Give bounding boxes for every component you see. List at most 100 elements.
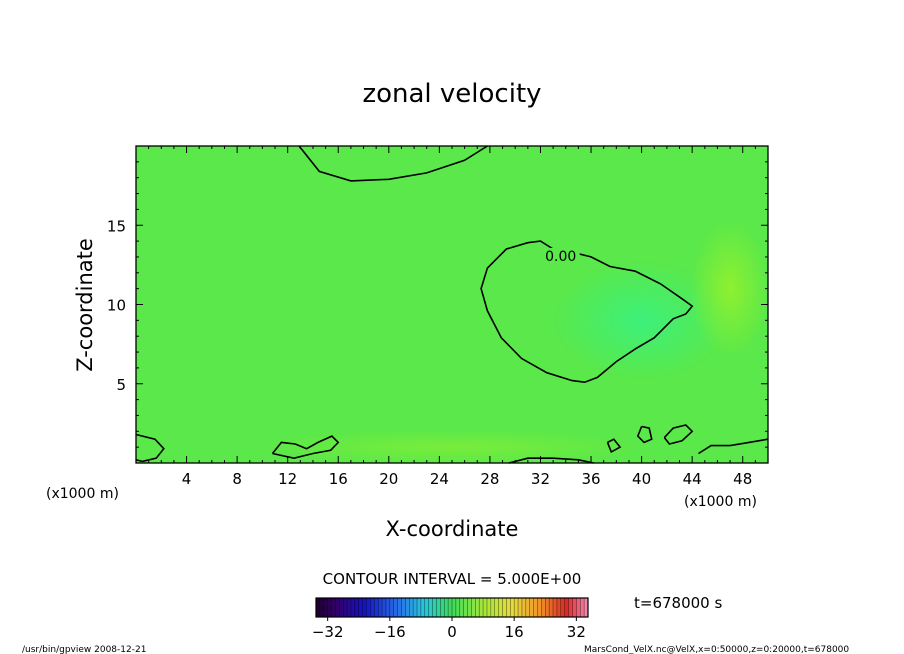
colorbar-band bbox=[358, 598, 363, 617]
contour-label-bg bbox=[541, 247, 580, 263]
colorbar-band bbox=[560, 598, 565, 617]
footer-left: /usr/bin/gpview 2008-12-21 bbox=[22, 645, 146, 654]
colorbar-band bbox=[354, 598, 360, 617]
x-axis: 4 8 12 16 20 24 28 32 36 40 44 48 bbox=[148, 146, 756, 488]
colorbar-band bbox=[537, 598, 542, 617]
colorbar-band bbox=[413, 598, 418, 617]
colorbar-band bbox=[374, 598, 379, 617]
shade-bottom bbox=[252, 429, 652, 466]
colorbar-band bbox=[323, 598, 328, 617]
contour-right bbox=[480, 240, 694, 384]
colorbar-band bbox=[362, 598, 367, 617]
contour-lines: 0.00 bbox=[135, 145, 769, 464]
contour-bottom-mid bbox=[508, 457, 594, 464]
x-tick-label: 4 bbox=[182, 470, 192, 488]
colorbar-band bbox=[385, 598, 391, 617]
colorbar-band bbox=[545, 598, 550, 617]
colorbar-band bbox=[479, 598, 484, 617]
colorbar-band bbox=[471, 598, 476, 617]
contour-bottom-left-2 bbox=[271, 435, 340, 460]
colorbar-band bbox=[486, 598, 492, 617]
colorbar-band bbox=[335, 598, 340, 617]
colorbar-band bbox=[553, 598, 558, 617]
y-axis: 5 10 15 bbox=[107, 161, 768, 448]
colorbar-band bbox=[498, 598, 503, 617]
colorbar-band bbox=[397, 598, 402, 617]
colorbar bbox=[315, 597, 589, 618]
x-tick-label: 20 bbox=[379, 470, 398, 488]
colorbar-band bbox=[382, 598, 387, 617]
contour-bottom-right bbox=[698, 438, 769, 455]
colorbar-band bbox=[389, 598, 395, 617]
contour-interval-label: CONTOUR INTERVAL = 5.000E+00 bbox=[323, 570, 582, 588]
colorbar-band bbox=[366, 598, 371, 617]
colorbar-band bbox=[428, 598, 433, 617]
colorbar-band bbox=[506, 598, 511, 617]
colorbar-band bbox=[533, 598, 538, 617]
colorbar-band bbox=[401, 598, 406, 617]
colorbar-band bbox=[409, 598, 414, 617]
colorbar-band bbox=[319, 598, 325, 617]
time-label: t=678000 s bbox=[634, 594, 722, 612]
colorbar-band bbox=[459, 598, 464, 617]
x-tick-label: 48 bbox=[733, 470, 752, 488]
colorbar-band bbox=[494, 598, 499, 617]
colorbar-band bbox=[490, 598, 496, 617]
colorbar-tick-label: −16 bbox=[374, 623, 406, 641]
colorbar-band bbox=[378, 598, 383, 617]
contour-upper bbox=[298, 145, 488, 182]
colorbar-band bbox=[514, 598, 519, 617]
x-tick-label: 36 bbox=[581, 470, 600, 488]
colorbar-band bbox=[564, 598, 569, 617]
y-axis-label: Z-coordinate bbox=[73, 238, 97, 372]
x-tick-label: 44 bbox=[683, 470, 702, 488]
colorbar-band bbox=[556, 598, 562, 617]
colorbar-tick-label: 16 bbox=[505, 623, 524, 641]
x-tick-label: 32 bbox=[531, 470, 550, 488]
contour-bottom-left bbox=[135, 433, 165, 463]
colorbar-band bbox=[432, 598, 437, 617]
colorbar-band bbox=[316, 598, 321, 617]
colorbar-tick-label: −32 bbox=[312, 623, 344, 641]
colorbar-band bbox=[339, 598, 344, 617]
x-unit-label-left: (x1000 m) bbox=[46, 486, 119, 502]
colorbar-band bbox=[417, 598, 422, 617]
colorbar-band bbox=[568, 598, 573, 617]
colorbar-band bbox=[436, 598, 441, 617]
y-tick-label: 10 bbox=[107, 297, 126, 315]
footer-right: MarsCond_VelX.nc@VelX,x=0:50000,z=0:2000… bbox=[584, 645, 849, 654]
shade-cool bbox=[551, 260, 732, 381]
x-axis-label: X-coordinate bbox=[386, 517, 519, 541]
contour-label: 0.00 bbox=[545, 249, 576, 265]
colorbar-band bbox=[463, 598, 468, 617]
x-unit-label-right: (x1000 m) bbox=[684, 494, 757, 510]
colorbar-band bbox=[475, 598, 480, 617]
colorbar-band bbox=[549, 598, 554, 617]
colorbar-band bbox=[467, 598, 472, 617]
colorbar-band bbox=[444, 598, 449, 617]
colorbar-band bbox=[572, 598, 577, 617]
colorbar-band bbox=[448, 598, 453, 617]
colorbar-tick-label: 0 bbox=[447, 623, 457, 641]
colorbar-band bbox=[452, 598, 457, 617]
colorbar-band bbox=[518, 598, 523, 617]
colorbar-band bbox=[525, 598, 531, 617]
field-shading bbox=[252, 218, 771, 466]
colorbar-band bbox=[483, 598, 488, 617]
contour-island-1 bbox=[636, 425, 653, 444]
shade-warm bbox=[690, 218, 771, 359]
colorbar-band bbox=[584, 598, 589, 617]
x-tick-label: 40 bbox=[632, 470, 651, 488]
colorbar-band bbox=[350, 598, 356, 617]
colorbar-band bbox=[331, 598, 336, 617]
colorbar-band bbox=[405, 598, 410, 617]
colorbar-band bbox=[327, 598, 332, 617]
colorbar-ticks: −32 −16 0 16 32 bbox=[312, 617, 586, 641]
colorbar-band bbox=[343, 598, 348, 617]
colorbar-band bbox=[370, 598, 375, 617]
contour-island-3 bbox=[606, 438, 622, 454]
colorbar-band bbox=[502, 598, 507, 617]
colorbar-band bbox=[576, 598, 581, 617]
colorbar-band bbox=[420, 598, 426, 617]
colorbar-band bbox=[580, 598, 585, 617]
